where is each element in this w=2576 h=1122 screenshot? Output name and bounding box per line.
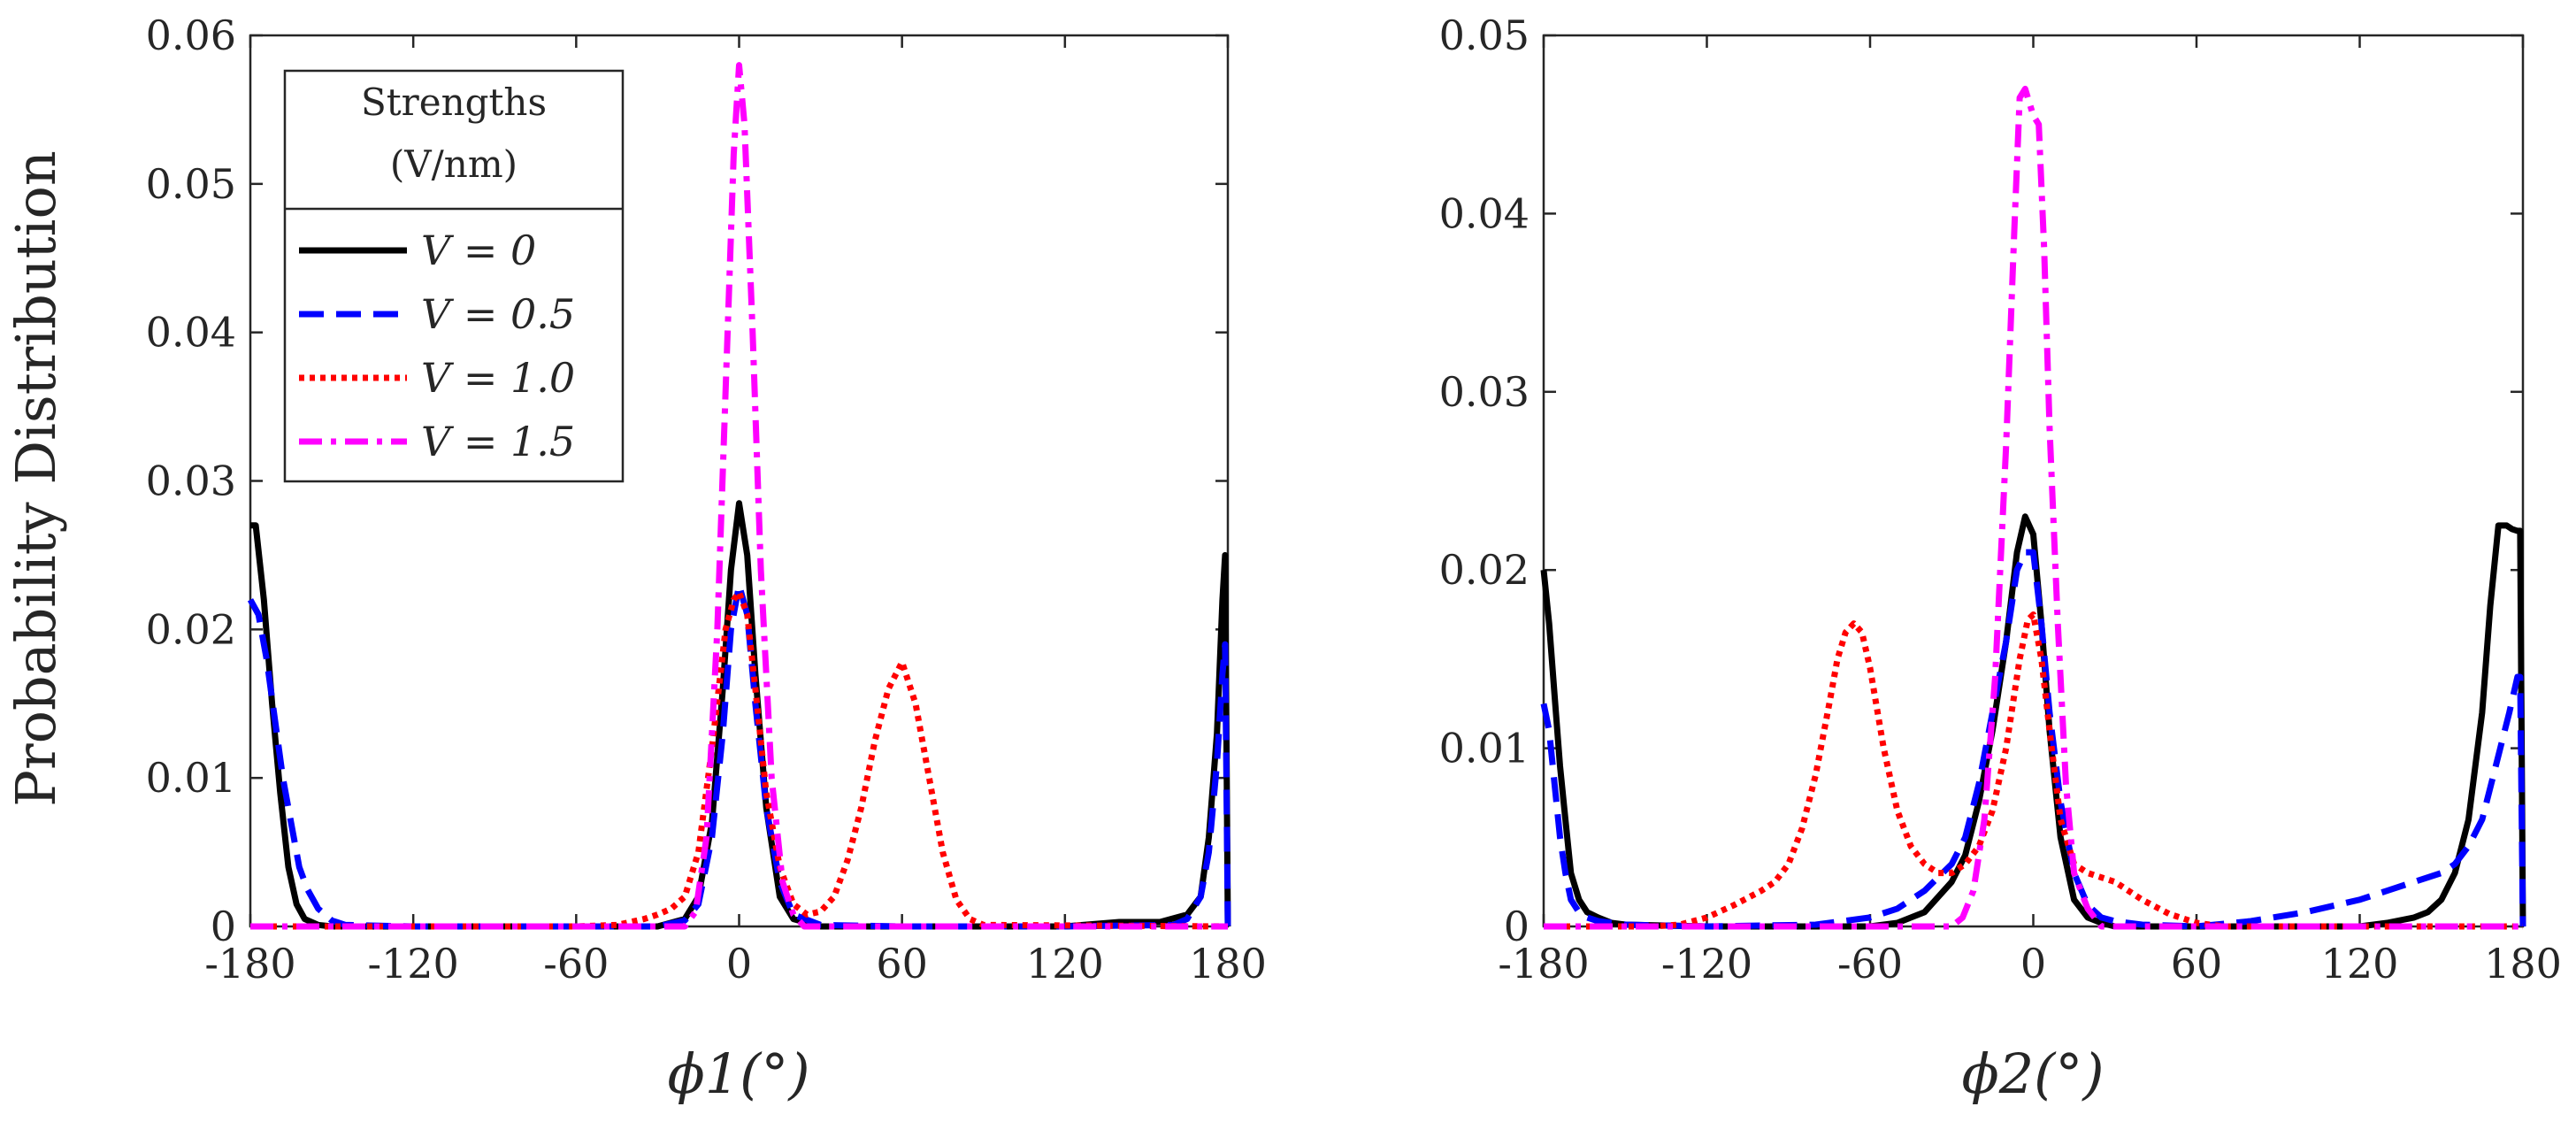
right-ytick-label: 0 (1504, 903, 1530, 950)
legend-entry-label: V = 1.5 (421, 418, 575, 465)
left-series-v-1-5 (250, 62, 1228, 930)
left-ytick-label: 0.01 (146, 754, 236, 802)
right-series-group (1540, 85, 2526, 930)
left-xtick-label: 0 (726, 940, 752, 988)
right-xtick-label: 0 (2020, 940, 2046, 988)
legend-entry-label: V = 0.5 (421, 290, 575, 338)
right-chart-panel: -180 -120 -60 0 60 120 180 0 0.01 0.02 0.03 0.04 0.0… (1439, 12, 2562, 1106)
legend: Strengths (V/nm) V = 0V = 0.5V = 1.0V = … (283, 69, 625, 483)
left-ytick-label: 0.04 (146, 309, 236, 357)
right-xtick-label: 180 (2484, 940, 2562, 988)
left-tick-group: -180 -120 -60 0 60 120 180 0 0.01 0.02 0.03 0.04 0.0… (146, 12, 1267, 988)
left-ytick-label: 0 (211, 903, 236, 950)
right-series-v-0-5 (1540, 549, 2526, 930)
left-series-v-0 (250, 500, 1231, 930)
left-xtick-label: -120 (367, 940, 458, 988)
right-series-v-1-5 (1544, 85, 2523, 930)
left-xtick-label: 180 (1189, 940, 1267, 988)
y-axis-label: Probability Distribution (4, 150, 68, 807)
right-ytick-label: 0.02 (1439, 546, 1530, 594)
right-xtick-label: 60 (2171, 940, 2223, 988)
right-xtick-label: -120 (1661, 940, 1752, 988)
legend-entry-label: V = 0 (421, 227, 536, 274)
right-xtick-label: 120 (2321, 940, 2399, 988)
legend-box (283, 69, 625, 483)
legend-title-line1: Strengths (361, 81, 547, 124)
right-ytick-label: 0.05 (1439, 12, 1530, 59)
left-ytick-label: 0.05 (146, 160, 236, 208)
left-ytick-label: 0.03 (146, 457, 236, 505)
left-xtick-label: -60 (543, 940, 609, 988)
left-x-axis-label: ϕ1(°) (667, 1041, 809, 1106)
left-xtick-label: -180 (204, 940, 295, 988)
left-series-group (247, 62, 1231, 930)
left-xtick-label: 60 (876, 940, 928, 988)
right-ytick-label: 0.03 (1439, 368, 1530, 416)
right-xtick-label: -60 (1837, 940, 1903, 988)
legend-entries: V = 0 V = 0.5 V = 1.0 V = 1.5 (299, 227, 575, 465)
left-series-v-0-5 (247, 581, 1231, 930)
legend-title-line2: (V/nm) (390, 142, 518, 186)
right-ytick-label: 0.04 (1439, 189, 1530, 237)
legend-entry-label: V = 1.0 (421, 354, 575, 402)
right-x-axis-label: ϕ2(°) (1961, 1041, 2104, 1106)
right-series-v-1-0 (1544, 611, 2523, 930)
left-xtick-label: 120 (1026, 940, 1104, 988)
left-ytick-label: 0.06 (146, 12, 236, 59)
right-tick-group: -180 -120 -60 0 60 120 180 0 0.01 0.02 0.03 0.04 0.0… (1439, 12, 2562, 988)
left-ytick-label: 0.02 (146, 605, 236, 653)
left-chart-panel: -180 -120 -60 0 60 120 180 0 0.01 0.02 0.03 0.04 0.0… (146, 12, 1267, 1106)
right-xtick-label: -180 (1498, 940, 1589, 988)
right-ytick-label: 0.01 (1439, 725, 1530, 772)
